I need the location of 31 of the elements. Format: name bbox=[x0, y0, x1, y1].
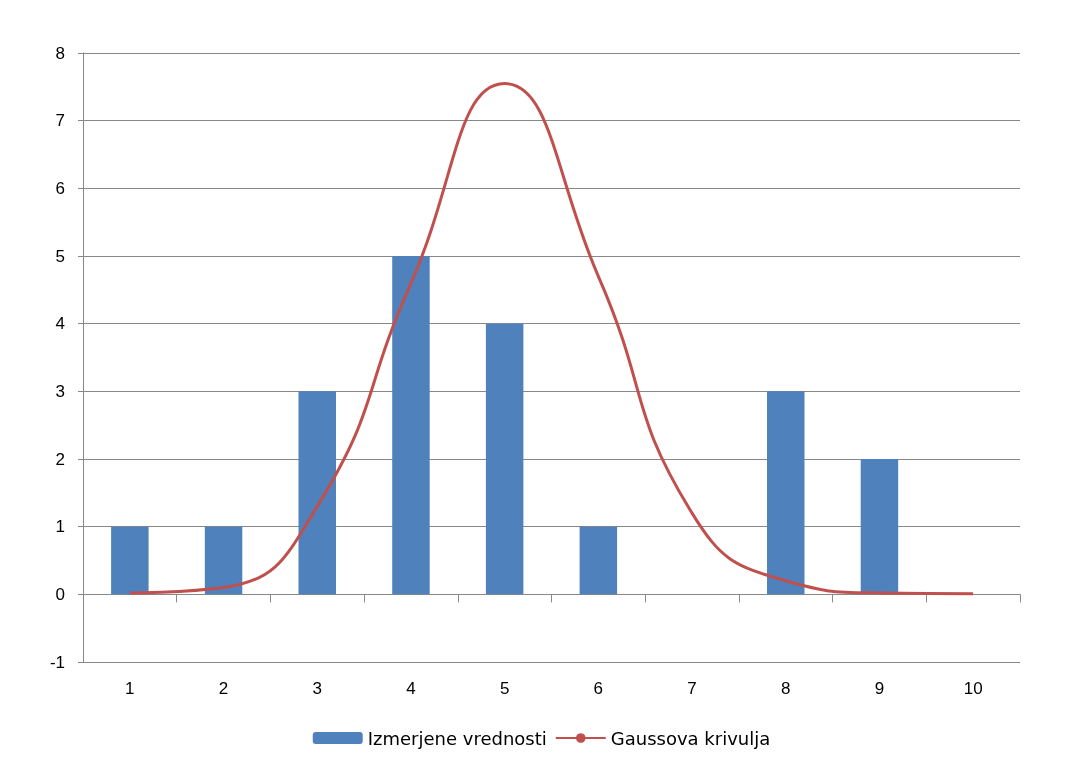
x-tick-label: 9 bbox=[874, 679, 885, 698]
y-tick-label: 7 bbox=[55, 111, 65, 131]
x-tick-label: 8 bbox=[781, 679, 791, 698]
bar bbox=[204, 526, 243, 595]
bar bbox=[860, 459, 899, 595]
bar bbox=[298, 391, 336, 595]
x-tick-label: 2 bbox=[218, 679, 229, 698]
x-tick-label: 10 bbox=[963, 679, 983, 698]
y-tick-label: 3 bbox=[55, 381, 65, 401]
x-tick-label: 7 bbox=[687, 679, 697, 698]
y-tick-label: 8 bbox=[55, 43, 65, 63]
y-tick-label: 0 bbox=[55, 584, 65, 604]
legend-label: Izmerjene vrednosti bbox=[367, 727, 547, 749]
y-tick-label: 6 bbox=[55, 178, 65, 198]
bar bbox=[767, 391, 805, 595]
x-tick-label: 4 bbox=[406, 679, 416, 698]
bar bbox=[111, 526, 149, 595]
y-tick-label: 2 bbox=[55, 449, 65, 469]
x-tick-label: 5 bbox=[499, 679, 510, 698]
y-tick-label: 1 bbox=[55, 517, 65, 537]
y-tick-label: -1 bbox=[49, 652, 65, 672]
x-tick-label: 6 bbox=[593, 679, 604, 698]
bar bbox=[579, 526, 618, 595]
x-tick-label: 3 bbox=[312, 679, 322, 698]
legend-label: Gaussova krivulja bbox=[610, 727, 771, 749]
line-series bbox=[128, 81, 975, 596]
bar bbox=[485, 323, 524, 595]
x-tick-label: 1 bbox=[125, 679, 135, 698]
y-tick-label: 5 bbox=[55, 246, 65, 266]
bar bbox=[392, 256, 430, 595]
y-tick-label: 4 bbox=[55, 314, 65, 334]
